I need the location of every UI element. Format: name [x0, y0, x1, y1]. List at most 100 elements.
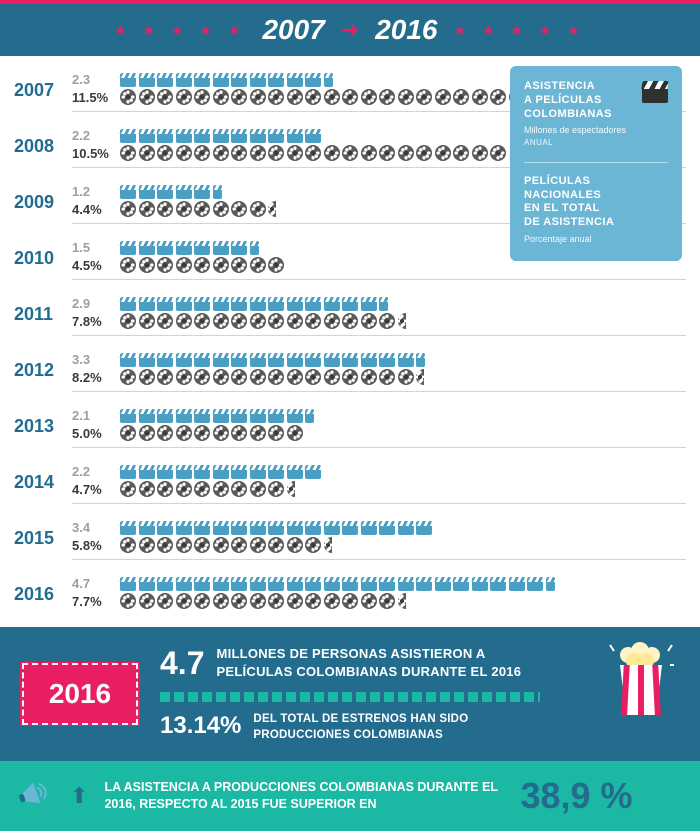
clapper-icon — [268, 521, 284, 535]
clapper-icon — [324, 73, 333, 87]
reel-icon — [231, 257, 247, 273]
clapper-icon — [157, 353, 173, 367]
reel-icon — [176, 369, 192, 385]
clapper-icon — [213, 577, 229, 591]
reel-icon — [453, 145, 469, 161]
clapper-icon — [305, 129, 321, 143]
reel-icon — [250, 481, 266, 497]
reel-icon — [268, 593, 284, 609]
year-label: 2014 — [14, 464, 72, 493]
clapper-icon — [231, 353, 247, 367]
reel-icon — [472, 89, 488, 105]
clapper-icon — [213, 185, 222, 199]
clapper-icon — [342, 297, 358, 311]
attendance-value: 1.5 — [72, 240, 112, 255]
arrow-up-icon: ⬆ — [70, 783, 88, 809]
clapper-icon — [305, 577, 321, 591]
reel-icon — [324, 537, 332, 553]
clapper-icon — [194, 185, 210, 199]
clapper-icon — [379, 577, 395, 591]
attendance-value: 2.1 — [72, 408, 112, 423]
clapper-icon — [194, 521, 210, 535]
row-separator — [72, 503, 686, 504]
reel-icon — [472, 145, 488, 161]
reel-icon — [194, 313, 210, 329]
clapper-icon — [287, 353, 303, 367]
reel-icon — [176, 481, 192, 497]
clapper-icon — [435, 577, 451, 591]
clapper-icon — [231, 241, 247, 255]
panel-2016-text: 4.7 MILLONES DE PERSONAS ASISTIERON A PE… — [160, 645, 540, 743]
clapper-icon — [509, 577, 525, 591]
reel-icon — [268, 313, 284, 329]
panel-line2-num: 13.14% — [160, 712, 241, 740]
share-value: 4.7% — [72, 482, 112, 497]
reel-icon — [139, 537, 155, 553]
clapper-icon — [250, 577, 266, 591]
clapper-icon — [120, 73, 136, 87]
reel-icon — [194, 257, 210, 273]
reel-icon — [435, 89, 451, 105]
clapper-icon — [324, 577, 340, 591]
panel-line1-text: MILLONES DE PERSONAS ASISTIERON A PELÍCU… — [216, 645, 540, 680]
reel-icon — [231, 593, 247, 609]
reel-icon — [342, 145, 358, 161]
clapper-icon — [176, 129, 192, 143]
clapper-icon — [120, 129, 136, 143]
reel-icon — [305, 369, 321, 385]
clapper-icon — [324, 353, 340, 367]
reel-icon — [361, 145, 377, 161]
reel-icon — [139, 593, 155, 609]
reel-icon — [194, 145, 210, 161]
reel-icon — [379, 369, 395, 385]
reel-icon — [176, 257, 192, 273]
row-separator — [72, 335, 686, 336]
legend-share-title: PELÍCULAS NACIONALES EN EL TOTAL DE ASIS… — [524, 175, 668, 230]
reel-icon — [120, 201, 136, 217]
clapper-icon — [287, 465, 303, 479]
clapper-icon — [213, 73, 229, 87]
clapper-icon — [398, 577, 414, 591]
clapper-icon — [213, 297, 229, 311]
reel-icon — [287, 425, 303, 441]
stars-left: ★ ★ ★ ★ ★ — [114, 22, 246, 39]
year-label: 2012 — [14, 352, 72, 381]
clapper-icon — [120, 409, 136, 423]
clapper-icon — [342, 577, 358, 591]
clapper-icon — [176, 521, 192, 535]
year-from: 2007 — [262, 14, 324, 46]
clapper-icon — [287, 577, 303, 591]
reel-icon — [268, 145, 284, 161]
clapper-icon — [305, 353, 321, 367]
clapper-icon — [305, 409, 314, 423]
greenbar-text: LA ASISTENCIA A PRODUCCIONES COLOMBIANAS… — [104, 779, 504, 813]
attendance-value: 2.2 — [72, 128, 112, 143]
share-value: 7.7% — [72, 594, 112, 609]
reel-icon — [435, 145, 451, 161]
year-row: 20164.77.7% — [14, 570, 686, 621]
clapper-icon — [157, 577, 173, 591]
clapper-icon — [287, 409, 303, 423]
reel-icon — [287, 89, 303, 105]
reel-icon — [194, 201, 210, 217]
clapper-icon — [120, 465, 136, 479]
reel-icon — [194, 369, 210, 385]
reel-icon — [194, 537, 210, 553]
clapper-icon — [398, 521, 414, 535]
reel-icon — [416, 369, 424, 385]
reel-icon — [250, 593, 266, 609]
reel-icon — [287, 145, 303, 161]
reel-icon — [120, 89, 136, 105]
reel-icon — [379, 593, 395, 609]
reel-icon — [157, 145, 173, 161]
infographic-root: ★ ★ ★ ★ ★ 2007 ➔ 2016 ★ ★ ★ ★ ★ 20072.31… — [0, 0, 700, 831]
legend-block-attendance: ASISTENCIA A PELÍCULAS COLOMBIANAS Millo… — [524, 80, 668, 148]
clapper-icon — [250, 409, 266, 423]
clapper-icon — [176, 465, 192, 479]
reel-icon — [453, 89, 469, 105]
badge-2016-year: 2016 — [49, 678, 111, 710]
clapper-icon — [139, 521, 155, 535]
reel-icon — [250, 89, 266, 105]
reel-icon — [305, 313, 321, 329]
clapper-icon — [305, 297, 321, 311]
